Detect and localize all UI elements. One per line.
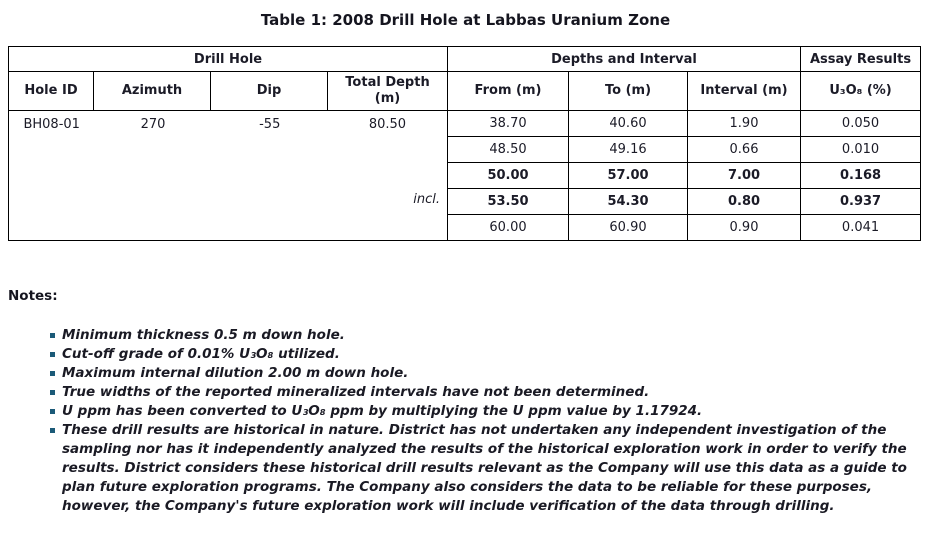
to-cell: 40.60 bbox=[568, 110, 688, 137]
interval-row: 53.50 54.30 0.80 0.937 bbox=[9, 188, 922, 215]
group-header-row: Drill Hole Depths and Interval Assay Res… bbox=[8, 46, 922, 72]
note-item: These drill results are historical in na… bbox=[0, 421, 921, 516]
drill-results-table: Drill Hole Depths and Interval Assay Res… bbox=[8, 46, 922, 241]
note-text: U ppm has been converted to U₃O₈ ppm by … bbox=[62, 403, 703, 419]
note-item: Minimum thickness 0.5 m down hole. bbox=[0, 326, 921, 345]
col-header-to: To (m) bbox=[568, 71, 688, 111]
note-text: True widths of the reported mineralized … bbox=[62, 384, 650, 400]
interval-cell: 1.90 bbox=[686, 110, 802, 137]
col-header-u3o8: U₃O₈ (%) bbox=[800, 71, 922, 111]
note-item: U ppm has been converted to U₃O₈ ppm by … bbox=[0, 402, 921, 421]
note-item: Cut-off grade of 0.01% U₃O₈ utilized. bbox=[0, 345, 921, 364]
col-header-azimuth: Azimuth bbox=[93, 71, 211, 111]
from-cell: 60.00 bbox=[447, 214, 569, 241]
bullet-square-icon bbox=[50, 333, 55, 338]
notes-heading: Notes: bbox=[8, 288, 58, 304]
group-header-depths-interval: Depths and Interval bbox=[446, 46, 802, 72]
interval-row: 60.00 60.90 0.90 0.041 bbox=[9, 214, 922, 241]
interval-cell: 7.00 bbox=[686, 162, 802, 189]
to-cell: 49.16 bbox=[568, 136, 688, 163]
note-item: Maximum internal dilution 2.00 m down ho… bbox=[0, 364, 921, 383]
note-item: True widths of the reported mineralized … bbox=[0, 383, 921, 402]
interval-cell: 0.80 bbox=[686, 188, 802, 215]
total-depth-value: 80.50 bbox=[368, 116, 407, 132]
u3o8-cell: 0.050 bbox=[800, 110, 922, 137]
bullet-square-icon bbox=[50, 352, 55, 357]
u3o8-cell: 0.041 bbox=[800, 214, 922, 241]
u3o8-cell: 0.010 bbox=[800, 136, 922, 163]
interval-row: BH08-01 270 -55 80.50 incl. 38.70 40.60 … bbox=[8, 110, 922, 241]
note-text: Cut-off grade of 0.01% U₃O₈ utilized. bbox=[62, 346, 340, 362]
to-cell: 60.90 bbox=[568, 214, 688, 241]
u3o8-cell: 0.168 bbox=[800, 162, 922, 189]
drill-hole-merged-cell: BH08-01 270 -55 80.50 incl. bbox=[8, 110, 448, 241]
u3o8-cell: 0.937 bbox=[800, 188, 922, 215]
col-header-interval: Interval (m) bbox=[686, 71, 802, 111]
note-text: These drill results are historical in na… bbox=[62, 422, 907, 514]
interval-row: 48.50 49.16 0.66 0.010 bbox=[9, 136, 922, 163]
drill-hole-values-row: BH08-01 270 -55 80.50 bbox=[9, 111, 447, 137]
to-cell: 57.00 bbox=[568, 162, 688, 189]
col-header-total-depth: Total Depth (m) bbox=[327, 71, 448, 111]
interval-cell: 0.66 bbox=[686, 136, 802, 163]
from-cell: 48.50 bbox=[447, 136, 569, 163]
interval-row: 50.00 57.00 7.00 0.168 bbox=[9, 162, 922, 189]
interval-cell: 0.90 bbox=[686, 214, 802, 241]
note-text: Minimum thickness 0.5 m down hole. bbox=[62, 327, 345, 343]
group-header-assay-results: Assay Results bbox=[800, 46, 922, 72]
bullet-square-icon bbox=[50, 371, 55, 376]
from-cell: 50.00 bbox=[447, 162, 569, 189]
col-header-hole-id: Hole ID bbox=[8, 71, 94, 111]
bullet-square-icon bbox=[50, 390, 55, 395]
col-header-from: From (m) bbox=[447, 71, 569, 111]
incl-label: incl. bbox=[413, 192, 440, 207]
to-cell: 54.30 bbox=[568, 188, 688, 215]
column-header-row: Hole ID Azimuth Dip Total Depth (m) From… bbox=[8, 71, 922, 111]
dip-value: -55 bbox=[259, 116, 281, 132]
col-header-dip: Dip bbox=[210, 71, 328, 111]
group-header-drill-hole: Drill Hole bbox=[8, 46, 448, 72]
azimuth-value: 270 bbox=[140, 116, 166, 132]
page-title: Table 1: 2008 Drill Hole at Labbas Urani… bbox=[260, 11, 671, 29]
bullet-square-icon bbox=[50, 409, 55, 414]
from-cell: 38.70 bbox=[447, 110, 569, 137]
notes-list: Minimum thickness 0.5 m down hole. Cut-o… bbox=[0, 326, 921, 516]
from-cell: 53.50 bbox=[447, 188, 569, 215]
hole-id-value: BH08-01 bbox=[23, 116, 80, 132]
note-text: Maximum internal dilution 2.00 m down ho… bbox=[62, 365, 409, 381]
bullet-square-icon bbox=[50, 428, 55, 433]
